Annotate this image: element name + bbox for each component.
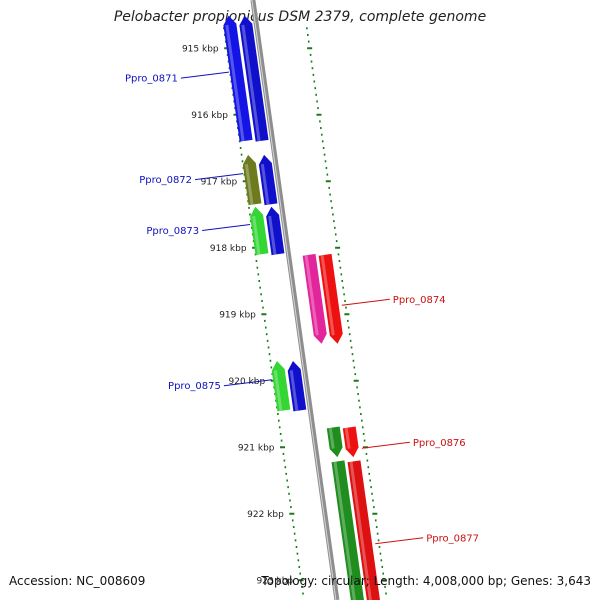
gene-cds-arrow[interactable] [242, 154, 262, 206]
gene-feature[interactable] [326, 426, 360, 458]
tick-label: 919 kbp [219, 310, 256, 320]
gene-cds-arrow[interactable] [271, 360, 291, 412]
backbone-highlight [251, 0, 337, 600]
tick-label: 915 kbp [182, 44, 219, 54]
gene-label-layer: Ppro_0871 Ppro_0872 Ppro_0873 Ppro_0874 Ppro… [125, 71, 479, 544]
gene-layer [222, 15, 382, 600]
gene-feature-arrow[interactable] [265, 206, 285, 256]
gene-label-text[interactable]: Ppro_0871 [125, 74, 178, 85]
gene-label-text[interactable]: Ppro_0874 [393, 295, 446, 306]
gene-label[interactable]: Ppro_0877 [375, 533, 479, 544]
gene-feature[interactable] [242, 154, 278, 206]
gene-feature[interactable] [222, 15, 269, 142]
topology-text: Topology: circular; Length: 4,008,000 bp… [261, 574, 591, 588]
backbone-layer [250, 0, 340, 600]
gene-label[interactable]: Ppro_0875 [168, 379, 272, 393]
gene-label[interactable]: Ppro_0871 [125, 71, 229, 85]
gene-label-text[interactable]: Ppro_0873 [146, 226, 199, 237]
tick-label: 921 kbp [238, 443, 275, 453]
tick-label: 920 kbp [229, 377, 266, 387]
tick-label: 918 kbp [210, 244, 247, 254]
gene-cds-arrow[interactable] [249, 206, 269, 256]
gene-feature[interactable] [249, 206, 285, 256]
gene-cds-arrow[interactable] [222, 15, 253, 142]
gene-feature-arrow[interactable] [331, 460, 366, 600]
gene-cds-arrow[interactable] [347, 460, 382, 600]
gene-feature-arrow[interactable] [326, 426, 344, 458]
gene-label[interactable]: Ppro_0873 [146, 223, 251, 237]
gene-feature-arrow[interactable] [287, 360, 307, 412]
gene-feature[interactable] [331, 460, 382, 600]
gene-feature[interactable] [271, 360, 307, 412]
tick-label: 916 kbp [191, 111, 228, 121]
gene-label[interactable]: Ppro_0874 [341, 295, 446, 306]
gene-cds-arrow[interactable] [342, 426, 360, 458]
gene-label-text[interactable]: Ppro_0875 [168, 381, 221, 392]
gene-feature-arrow[interactable] [258, 154, 278, 206]
gene-label[interactable]: Ppro_0876 [361, 438, 466, 449]
genome-title: Pelobacter propionicus DSM 2379, complet… [113, 9, 487, 25]
backbone-line [250, 0, 340, 600]
gene-label-text[interactable]: Ppro_0872 [139, 175, 192, 186]
tick-layer: 915 kbp 916 kbp 917 kbp 918 kbp 919 kbp 920 k… [182, 27, 387, 595]
gene-feature-arrow[interactable] [238, 15, 269, 142]
gene-label-text[interactable]: Ppro_0876 [413, 438, 466, 449]
gene-cds-arrow[interactable] [318, 253, 344, 345]
gene-feature[interactable] [302, 253, 344, 345]
tick-label: 922 kbp [247, 510, 284, 520]
gene-feature-arrow[interactable] [302, 253, 328, 345]
gene-label[interactable]: Ppro_0872 [139, 173, 244, 187]
tick-label: 917 kbp [201, 177, 238, 187]
accession-text: Accession: NC_008609 [9, 574, 146, 588]
tick-label: 923 kbp [256, 576, 293, 586]
gene-label-text[interactable]: Ppro_0877 [426, 533, 479, 544]
